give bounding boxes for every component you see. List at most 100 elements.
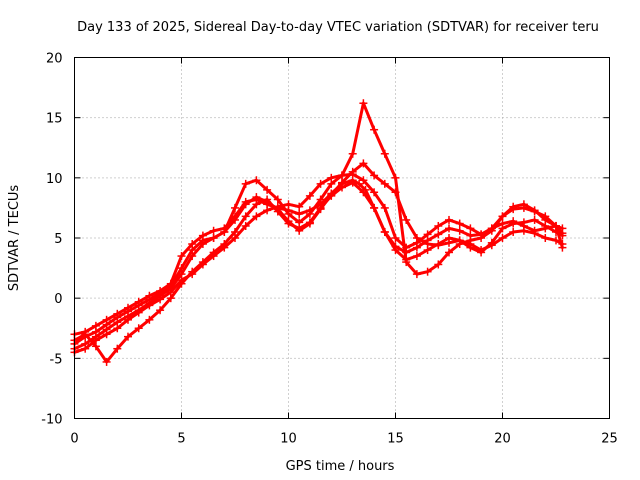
data-point [487, 226, 496, 235]
data-point [558, 243, 567, 252]
data-point [487, 238, 496, 247]
data-point [305, 209, 314, 218]
data-point [284, 200, 293, 209]
data-point [519, 200, 528, 209]
data-point [134, 324, 143, 333]
data-point [434, 260, 443, 269]
x-tick-label: 20 [494, 432, 511, 447]
data-point [305, 218, 314, 227]
series-line [73, 181, 564, 364]
data-point [220, 227, 229, 236]
data-point [220, 243, 229, 252]
data-point [209, 252, 218, 261]
data-point [231, 215, 239, 224]
data-point [455, 219, 464, 228]
y-tick-label: -10 [41, 413, 62, 428]
data-point [102, 357, 111, 366]
data-point [284, 209, 293, 218]
data-point [263, 206, 272, 215]
data-point [412, 252, 421, 261]
x-tick-label: 10 [280, 432, 297, 447]
data-point [445, 248, 453, 257]
grid-lines [74, 57, 610, 419]
data-point [209, 226, 218, 235]
data-point [348, 149, 357, 158]
data-point [402, 258, 411, 267]
data-point [188, 270, 197, 279]
data-point [316, 203, 325, 212]
data-point [434, 221, 443, 230]
data-point [434, 230, 443, 239]
data-point [198, 240, 207, 249]
data-point [380, 179, 389, 188]
data-point [252, 200, 261, 209]
data-point [370, 171, 379, 180]
data-point [338, 183, 346, 192]
data-point [359, 176, 368, 185]
data-point [316, 179, 325, 188]
data-point [466, 224, 475, 233]
data-point [370, 203, 379, 212]
data-point [359, 188, 368, 197]
data-point [231, 203, 239, 212]
data-point [445, 224, 453, 233]
data-point [102, 330, 111, 339]
data-point [305, 191, 314, 200]
data-point [156, 295, 165, 304]
data-point [509, 202, 518, 211]
data-point [552, 236, 560, 245]
data-point [124, 315, 132, 324]
series-day-2 [70, 170, 567, 348]
x-tick-label: 15 [387, 432, 404, 447]
data-point [231, 234, 239, 242]
y-tick-label: 5 [54, 232, 62, 247]
data-point [113, 344, 122, 353]
data-point [295, 224, 304, 233]
data-point [198, 260, 207, 269]
data-point [338, 171, 346, 180]
data-point [263, 185, 272, 194]
data-point [252, 193, 261, 202]
data-point [81, 344, 90, 353]
data-point [391, 246, 400, 255]
data-point [134, 308, 143, 317]
data-point [209, 234, 218, 242]
data-point [466, 243, 475, 252]
y-tick-label: 20 [46, 52, 63, 67]
data-point [455, 226, 464, 235]
data-point [156, 306, 165, 315]
data-point [316, 195, 325, 204]
data-point [370, 125, 379, 134]
data-point [241, 179, 250, 188]
data-point [519, 226, 528, 235]
data-point [81, 330, 90, 339]
data-point [241, 200, 250, 209]
data-point [359, 99, 368, 108]
data-point [145, 315, 154, 324]
data-point [380, 227, 389, 236]
y-tick-label: 15 [46, 112, 63, 127]
data-point [359, 159, 368, 168]
data-point [113, 324, 122, 333]
data-point [498, 212, 507, 221]
data-point [91, 336, 100, 345]
data-point [295, 202, 304, 211]
data-point [391, 173, 400, 182]
data-point [541, 234, 550, 242]
data-point [295, 209, 304, 218]
data-point [519, 218, 528, 227]
data-point [509, 227, 518, 236]
data-point [509, 219, 518, 228]
data-point [348, 167, 357, 176]
data-point [273, 202, 282, 211]
data-point [370, 188, 379, 197]
x-axis-label: GPS time / hours [286, 459, 395, 474]
x-tick-label: 5 [177, 432, 185, 447]
data-point [145, 301, 154, 310]
data-point [477, 234, 486, 242]
y-tick-label: 0 [54, 292, 62, 307]
y-axis-label: SDTVAR / TECUs [7, 185, 22, 292]
data-point [412, 270, 421, 279]
chart-title: Day 133 of 2025, Sidereal Day-to-day VTE… [77, 20, 599, 35]
